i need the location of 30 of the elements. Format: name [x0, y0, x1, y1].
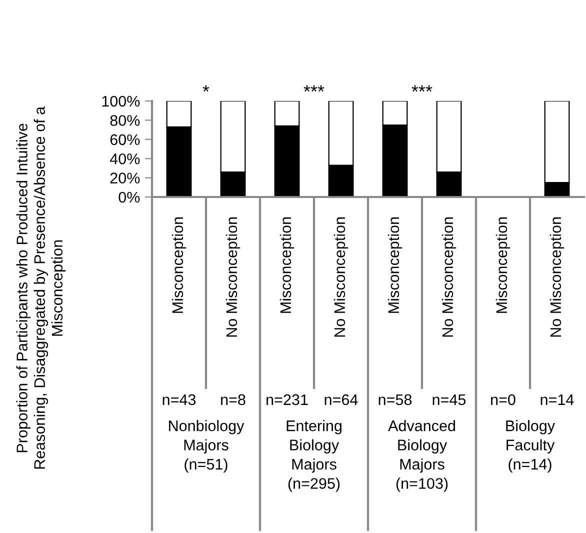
y-tick-label: 80%	[110, 115, 140, 126]
x-tick-label: No Misconception	[442, 217, 456, 337]
text: n=58	[378, 394, 412, 406]
x-tick-label: Misconception	[280, 217, 294, 313]
text: ***	[412, 85, 432, 92]
x-tick-label: Misconception	[496, 217, 510, 313]
x-tick-label: Misconception	[388, 217, 402, 313]
text: n=0	[491, 394, 516, 406]
text: n=45	[432, 394, 466, 406]
y-axis-title: Proportion of Participants who Produced Intuitive Reasoning, Disaggregated by Presence/Absence of a Misconception	[16, 106, 66, 469]
text: n=231	[266, 394, 308, 406]
text: Entering Biology Majors (n=295)	[286, 420, 342, 492]
text: n=8	[221, 394, 246, 406]
x-tick-label: No Misconception	[334, 217, 348, 337]
y-tick-label: 60%	[110, 134, 140, 146]
text: *	[202, 85, 210, 92]
x-tick-label: No Misconception	[550, 217, 564, 337]
y-tick-label: 0%	[118, 192, 140, 203]
text: n=43	[162, 394, 196, 406]
y-tick-label: 100%	[102, 96, 140, 107]
text: Biology Faculty (n=14)	[506, 420, 556, 473]
y-tick-label: 20%	[110, 172, 140, 184]
y-tick-label: 40%	[110, 153, 140, 164]
text: Advanced Biology Majors (n=103)	[388, 420, 455, 492]
x-tick-label: No Misconception	[226, 217, 240, 337]
x-tick-label: Misconception	[172, 217, 186, 313]
text: ***	[304, 85, 324, 92]
text: n=14	[540, 394, 574, 405]
text: n=64	[324, 394, 358, 406]
text: Nonbiology Majors (n=51)	[169, 420, 244, 473]
